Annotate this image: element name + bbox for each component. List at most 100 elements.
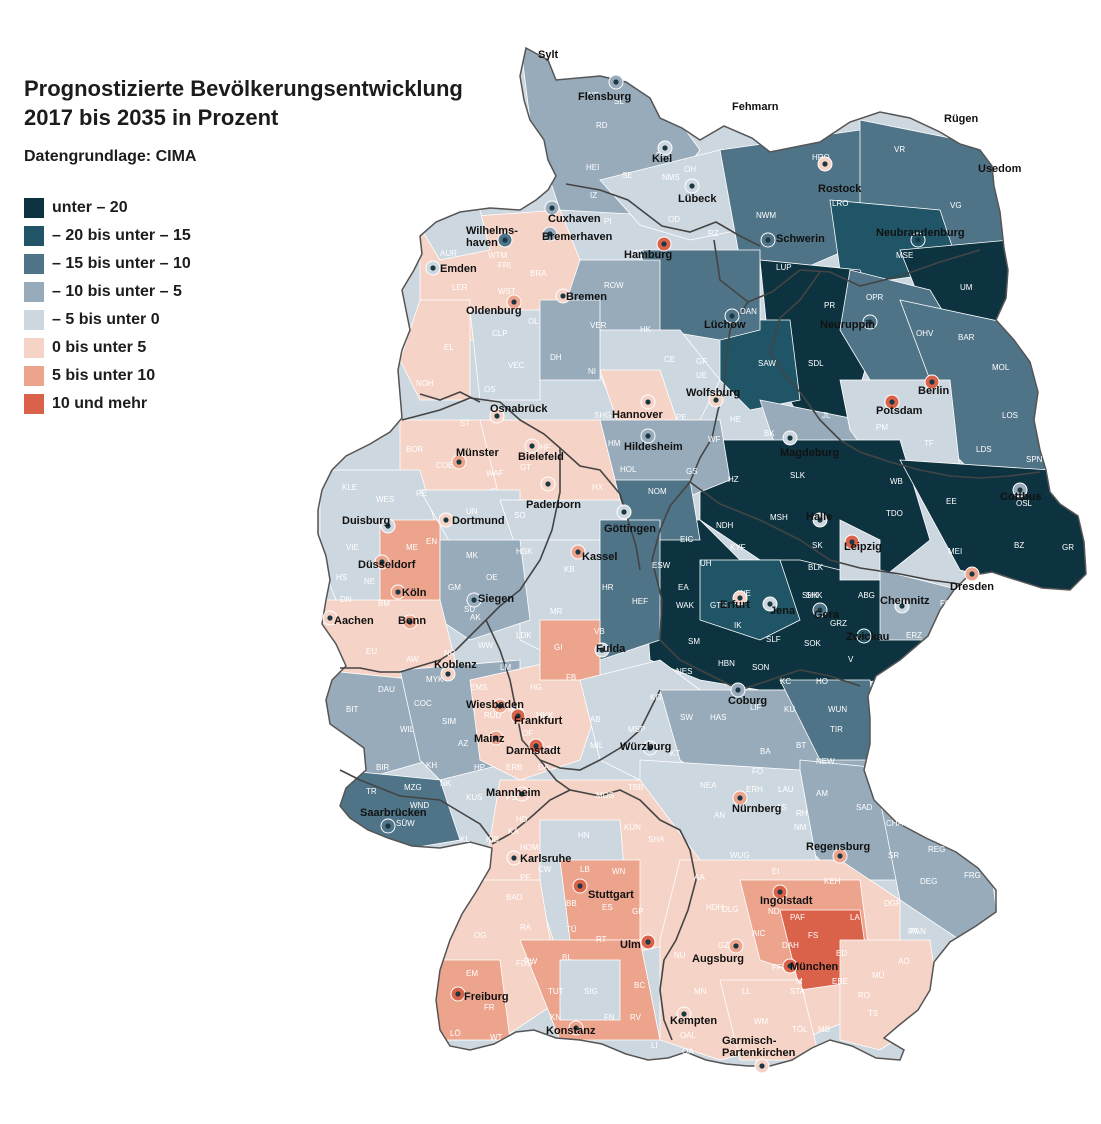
city-label: Köln <box>402 587 427 599</box>
district-code-label: GR <box>1062 543 1074 552</box>
district-code-label: AIC <box>752 929 766 938</box>
district-code-label: SIG <box>584 987 598 996</box>
district-code-label: MYK <box>426 675 444 684</box>
district-code-label: OA <box>682 1047 694 1056</box>
city-label: Aachen <box>334 615 374 627</box>
district-code-label: WN <box>612 867 626 876</box>
state-borders <box>339 183 1041 1041</box>
district-code-label: IZ <box>590 191 597 200</box>
district-code-label: OHV <box>916 329 934 338</box>
district-code-label: CW <box>538 865 552 874</box>
legend-item: 5 bis unter 10 <box>24 362 191 390</box>
city-marker <box>929 379 935 385</box>
district-code-label: MOS <box>596 791 614 800</box>
legend-item: 0 bis unter 5 <box>24 334 191 362</box>
district-code-label: BAD <box>506 893 523 902</box>
legend-swatch <box>24 254 44 274</box>
city-label: Bonn <box>398 615 426 627</box>
city-marker <box>547 231 553 237</box>
district-code-label: SW <box>680 713 693 722</box>
legend-item: – 15 bis unter – 10 <box>24 250 191 278</box>
district-code-label: FDS <box>516 959 532 968</box>
district-code-label: HR <box>602 583 614 592</box>
district-code-label: GS <box>686 467 698 476</box>
district-region <box>599 149 741 241</box>
district-code-label: TBB <box>628 783 644 792</box>
district-code-label: KL <box>460 835 470 844</box>
district-code-label: EA <box>678 583 689 592</box>
city-marker <box>327 615 333 621</box>
district-code-label: HRO <box>812 153 830 162</box>
city-marker <box>529 443 535 449</box>
district-code-label: AM <box>816 789 828 798</box>
city-marker <box>689 183 695 189</box>
city-marker <box>494 413 500 419</box>
district-code-label: FRG <box>964 871 981 880</box>
city-label: Cuxhaven <box>548 213 601 225</box>
city-label: Leipzig <box>844 541 882 553</box>
district-code-label: ROW <box>604 281 624 290</box>
island-label: Fehmarn <box>732 101 779 113</box>
district-code-label: MK <box>466 551 479 560</box>
district-code-label: PI <box>604 217 612 226</box>
legend-item: – 5 bis unter 0 <box>24 306 191 334</box>
city-marker <box>577 883 583 889</box>
district-code-label: ERB <box>506 763 522 772</box>
district-code-label: OL <box>528 317 539 326</box>
district-code-label: SE <box>622 171 633 180</box>
legend-swatch <box>24 282 44 302</box>
city-label: Ulm <box>620 939 641 951</box>
city-marker <box>647 745 653 751</box>
district-code-label: SM <box>688 637 700 646</box>
district-code-label: MN <box>694 987 707 996</box>
district-code-label: EMS <box>470 683 487 692</box>
district-code-label: BT <box>796 741 806 750</box>
city-marker <box>613 79 619 85</box>
district-code-label: HE <box>730 415 741 424</box>
city-label: Halle <box>806 511 832 523</box>
district-code-label: RT <box>596 935 607 944</box>
district-code-label: FG <box>940 599 951 608</box>
district-code-label: LUP <box>776 263 792 272</box>
district-code-label: LÖ <box>450 1029 461 1038</box>
district-code-label: ME <box>406 543 418 552</box>
city-label: Augsburg <box>692 953 744 965</box>
district-code-label: LA <box>850 913 860 922</box>
city-marker <box>787 435 793 441</box>
district-code-label: RO <box>858 991 870 1000</box>
district-code-label: OF <box>522 729 533 738</box>
district-code-label: PS <box>506 793 517 802</box>
district-code-label: AUR <box>440 249 457 258</box>
district-region <box>399 299 471 401</box>
district-code-label: TF <box>924 439 934 448</box>
district-code-label: LRO <box>832 199 848 208</box>
district-code-label: AZ <box>458 739 468 748</box>
district-code-label: HBN <box>718 659 735 668</box>
district-code-label: ESW <box>652 561 671 570</box>
district-code-label: MSH <box>770 513 788 522</box>
district-code-label: RÜD <box>484 711 502 720</box>
city-label: Hannover <box>612 409 663 421</box>
district-code-label: RA <box>520 923 532 932</box>
district-code-label: GM <box>448 583 461 592</box>
district-code-label: OG <box>474 931 486 940</box>
district-code-label: JL <box>822 411 831 420</box>
city-marker <box>645 433 651 439</box>
city-marker <box>787 963 793 969</box>
district-code-label: COE <box>436 461 453 470</box>
district-code-label: BIT <box>346 705 359 714</box>
district-code-label: GG <box>546 745 558 754</box>
district-code-label: PE <box>676 413 687 422</box>
district-code-label: HAS <box>710 713 726 722</box>
city-marker <box>735 687 741 693</box>
city-marker <box>837 853 843 859</box>
city-label: Zwickau <box>846 631 889 643</box>
district-code-label: HEF <box>632 597 648 606</box>
district-code-label: TS <box>868 1009 878 1018</box>
city-marker <box>889 399 895 405</box>
city-marker <box>645 939 651 945</box>
legend-label: 5 bis unter 10 <box>52 367 156 384</box>
city-label: Saarbrücken <box>360 807 427 819</box>
district-code-label: KH <box>426 761 437 770</box>
legend-item: unter – 20 <box>24 194 191 222</box>
